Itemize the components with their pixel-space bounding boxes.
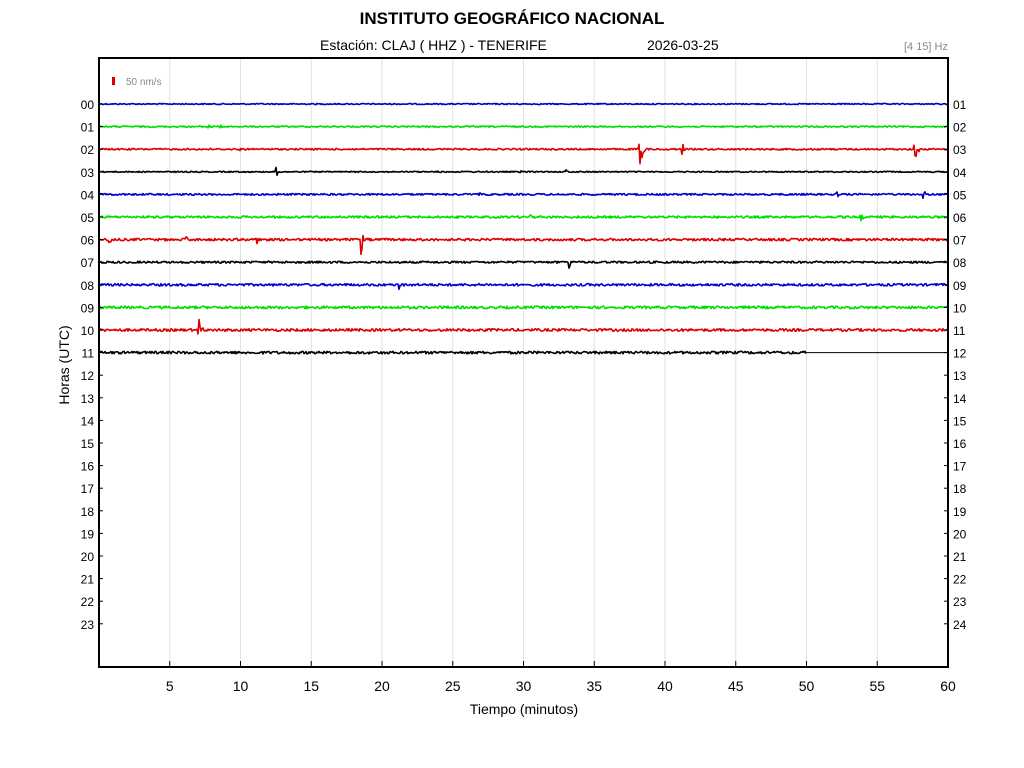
hour-label-left: 13 xyxy=(81,392,95,406)
hour-label-left: 11 xyxy=(82,347,95,361)
hour-label-left: 04 xyxy=(81,188,95,202)
x-tick-label: 15 xyxy=(303,678,319,694)
hour-label-right: 10 xyxy=(953,301,967,315)
hour-label-left: 02 xyxy=(81,143,95,157)
hour-label-left: 05 xyxy=(81,211,95,225)
hour-label-right: 19 xyxy=(953,505,967,519)
trace-11 xyxy=(98,350,807,355)
trace-01 xyxy=(98,124,949,129)
trace-05 xyxy=(98,214,949,222)
amplitude-scale: 50 nm/s xyxy=(112,77,162,88)
hour-label-right: 07 xyxy=(953,234,967,248)
hour-label-right: 01 xyxy=(953,98,967,112)
hour-label-right: 02 xyxy=(953,121,967,135)
trace-00 xyxy=(98,102,949,106)
trace-09 xyxy=(98,305,949,310)
grid-lines xyxy=(169,58,878,667)
trace-02 xyxy=(98,143,949,165)
hour-label-right: 06 xyxy=(953,211,967,225)
hour-label-left: 03 xyxy=(81,166,95,180)
hour-label-left: 06 xyxy=(81,234,95,248)
x-tick-label: 50 xyxy=(799,678,815,694)
chart-date: 2026-03-25 xyxy=(647,37,719,53)
trace-06 xyxy=(98,234,949,256)
x-tick-label: 25 xyxy=(445,678,461,694)
hour-label-right: 18 xyxy=(953,482,967,496)
trace-08 xyxy=(98,282,949,291)
hour-label-left: 21 xyxy=(81,573,95,587)
hour-label-right: 04 xyxy=(953,166,967,180)
seismic-traces xyxy=(98,102,949,355)
hour-labels-left: 00 01 02 03 04 05 06 07 08 09 10 11 12 13 14 15 16 17 18 19… xyxy=(81,98,103,632)
x-tick-label: 5 xyxy=(166,678,174,694)
hour-labels-right: 01 02 03 04 05 06 07 08 09 10 11 12 13 14 15 16 17 18 19 20… xyxy=(944,98,967,632)
hour-label-right: 21 xyxy=(953,550,967,564)
hour-label-left: 01 xyxy=(81,121,95,135)
x-tick-label: 35 xyxy=(586,678,602,694)
hour-label-right: 15 xyxy=(953,414,967,428)
hour-label-left: 20 xyxy=(81,550,95,564)
y-axis-label: Horas (UTC) xyxy=(56,325,72,404)
hour-label-left: 15 xyxy=(81,437,95,451)
x-tick-label: 40 xyxy=(657,678,673,694)
hour-label-left: 08 xyxy=(81,279,95,293)
x-tick-label: 10 xyxy=(233,678,249,694)
hour-label-left: 23 xyxy=(81,618,95,632)
trace-07 xyxy=(98,260,949,269)
chart-title: INSTITUTO GEOGRÁFICO NACIONAL xyxy=(359,9,665,28)
hour-label-right: 17 xyxy=(953,460,967,474)
hour-label-left: 22 xyxy=(81,595,95,609)
hour-label-right: 05 xyxy=(953,188,967,202)
hour-label-left: 09 xyxy=(81,301,95,315)
x-tick-label: 45 xyxy=(728,678,744,694)
trace-04 xyxy=(98,191,949,200)
hour-label-right: 03 xyxy=(953,143,967,157)
station-label: Estación: CLAJ ( HHZ ) - TENERIFE xyxy=(320,37,547,53)
hour-label-left: 07 xyxy=(81,256,95,270)
trace-10 xyxy=(98,318,949,335)
hour-label-right: 09 xyxy=(953,279,967,293)
hour-label-right: 11 xyxy=(953,324,966,338)
hour-label-left: 12 xyxy=(81,369,95,383)
hour-label-right: 08 xyxy=(953,256,967,270)
x-tick-label: 60 xyxy=(940,678,956,694)
hour-label-left: 18 xyxy=(81,505,95,519)
x-axis-label: Tiempo (minutos) xyxy=(470,701,578,717)
x-axis-ticks: 5 10 15 20 25 30 35 40 45 50 55 60 xyxy=(166,661,956,694)
hour-label-right: 23 xyxy=(953,595,967,609)
hour-label-right: 14 xyxy=(953,392,967,406)
hour-label-right: 12 xyxy=(953,347,967,361)
x-tick-label: 30 xyxy=(516,678,532,694)
hour-label-left: 10 xyxy=(81,324,95,338)
x-tick-label: 55 xyxy=(869,678,885,694)
hour-label-left: 19 xyxy=(81,527,95,541)
scale-bar xyxy=(112,77,115,85)
hour-label-right: 24 xyxy=(953,618,967,632)
hour-label-left: 14 xyxy=(81,414,95,428)
hour-label-right: 13 xyxy=(953,369,967,383)
hour-label-left: 16 xyxy=(81,460,95,474)
hour-label-right: 22 xyxy=(953,573,967,587)
x-tick-label: 20 xyxy=(374,678,390,694)
hour-label-left: 00 xyxy=(81,98,95,112)
hour-label-left: 17 xyxy=(81,482,95,496)
filter-label: [4 15] Hz xyxy=(903,41,948,53)
hour-label-right: 20 xyxy=(953,527,967,541)
hour-label-right: 16 xyxy=(953,437,967,451)
trace-03 xyxy=(98,166,949,177)
scale-label: 50 nm/s xyxy=(126,77,162,88)
